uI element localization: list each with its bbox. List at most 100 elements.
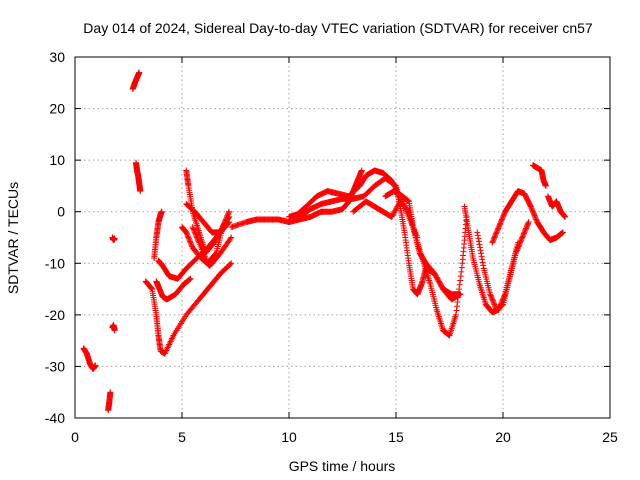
data-point xyxy=(187,238,194,245)
data-point xyxy=(454,298,461,305)
x-tick-label: 15 xyxy=(388,429,404,445)
data-point xyxy=(437,282,444,289)
data-point xyxy=(432,271,439,278)
plot-frame xyxy=(74,56,611,419)
data-point xyxy=(453,303,460,310)
x-tick-label: 20 xyxy=(495,429,511,445)
data-point xyxy=(514,244,521,251)
data-marks xyxy=(80,69,569,414)
data-point xyxy=(393,204,400,211)
data-point xyxy=(491,234,498,241)
data-point xyxy=(496,221,503,228)
data-point xyxy=(478,250,485,257)
data-point xyxy=(491,301,498,308)
data-point xyxy=(479,259,486,266)
data-point xyxy=(476,244,483,251)
data-point xyxy=(393,206,399,213)
series-arc-05 xyxy=(129,69,143,92)
data-point xyxy=(191,228,198,235)
data-point xyxy=(521,228,528,235)
data-point xyxy=(490,300,497,307)
data-point xyxy=(528,206,535,213)
data-point xyxy=(184,231,191,238)
data-point xyxy=(453,307,460,314)
data-point xyxy=(185,234,192,241)
data-point xyxy=(559,229,566,236)
data-point xyxy=(224,212,231,219)
data-point xyxy=(193,233,200,240)
data-point xyxy=(532,215,539,222)
data-point xyxy=(228,260,235,267)
chart-title: Day 014 of 2024, Sidereal Day-to-day VTE… xyxy=(83,20,593,36)
data-point xyxy=(493,230,500,237)
series-arc-01 xyxy=(80,345,99,373)
data-point xyxy=(190,226,197,233)
data-point xyxy=(211,238,218,245)
data-point xyxy=(228,234,235,241)
data-point xyxy=(491,233,498,240)
series-arc-23 xyxy=(529,162,549,189)
data-point xyxy=(525,220,532,227)
data-point xyxy=(183,229,190,236)
y-tick-label: -30 xyxy=(45,358,65,374)
data-point xyxy=(500,213,506,220)
data-point xyxy=(519,234,526,241)
y-tick-label: 20 xyxy=(49,101,65,117)
data-point xyxy=(501,211,508,218)
series-arc-04 xyxy=(109,234,118,244)
data-point xyxy=(562,213,569,220)
y-tick-label: 0 xyxy=(57,204,65,220)
data-point xyxy=(493,229,500,236)
data-point xyxy=(111,327,118,334)
series-arc-09 xyxy=(153,275,194,303)
data-point xyxy=(456,286,463,293)
data-point xyxy=(158,208,165,215)
series-arc-08 xyxy=(151,208,165,262)
data-point xyxy=(494,228,501,235)
data-point xyxy=(222,216,229,223)
data-point xyxy=(436,279,443,286)
data-point xyxy=(489,239,496,246)
data-point xyxy=(528,204,535,211)
data-point xyxy=(226,219,233,226)
data-point xyxy=(498,216,505,223)
data-point xyxy=(516,242,523,249)
series-arc-19 xyxy=(382,188,464,303)
data-point xyxy=(500,212,507,219)
data-point xyxy=(487,292,494,299)
data-point xyxy=(475,238,482,245)
x-tick-label: 0 xyxy=(71,429,79,445)
y-axis-label: SDTVAR / TECUs xyxy=(5,182,21,294)
data-point xyxy=(494,226,501,233)
data-point xyxy=(194,235,201,242)
data-point xyxy=(513,247,520,254)
data-point xyxy=(183,230,190,237)
series-arc-24 xyxy=(544,193,569,220)
data-point xyxy=(195,237,202,244)
data-point xyxy=(193,234,200,241)
data-point xyxy=(187,275,194,282)
data-point xyxy=(388,213,395,220)
data-point xyxy=(515,243,522,250)
data-point xyxy=(457,277,464,284)
data-point xyxy=(497,219,504,226)
data-point xyxy=(490,237,497,244)
data-point xyxy=(496,222,503,229)
data-point xyxy=(185,235,192,242)
series-arc-03 xyxy=(109,322,118,334)
series-arc-07 xyxy=(142,260,235,357)
data-point xyxy=(225,211,232,218)
data-point xyxy=(517,239,524,246)
data-point xyxy=(488,295,495,302)
data-point xyxy=(474,232,481,239)
data-point xyxy=(111,235,118,242)
data-point xyxy=(527,203,534,210)
data-point xyxy=(188,240,195,247)
data-point xyxy=(435,277,442,284)
data-point xyxy=(523,224,530,231)
data-point xyxy=(192,230,199,237)
data-point xyxy=(531,212,538,219)
data-point xyxy=(432,273,439,280)
data-point xyxy=(457,273,464,280)
